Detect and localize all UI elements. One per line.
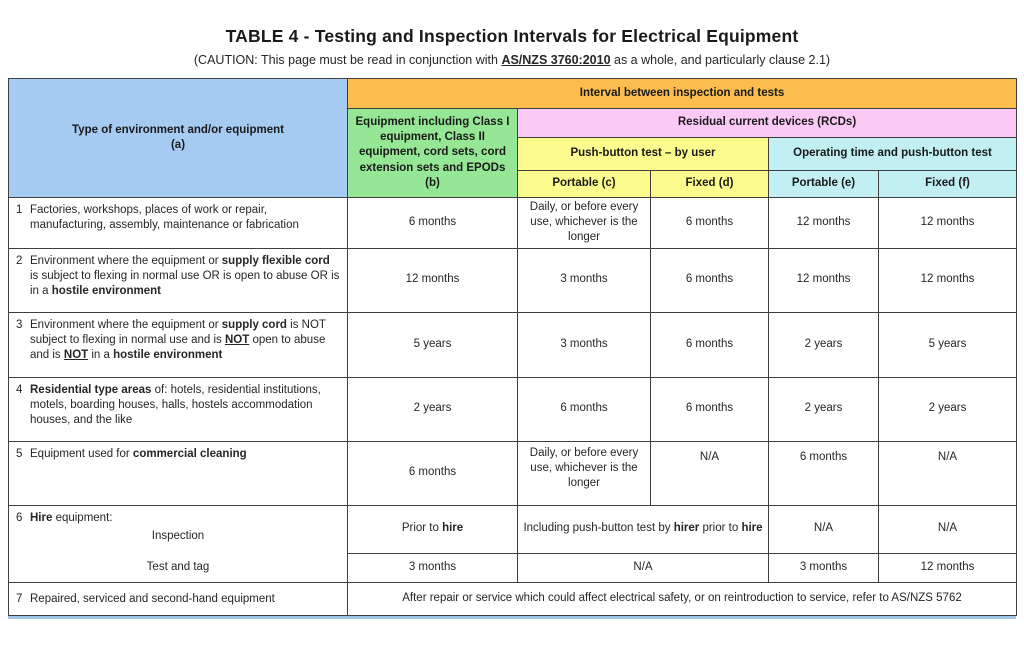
table-row-7: 7 Repaired, serviced and second-hand equi… bbox=[8, 581, 1017, 616]
header-equipment-class-cell: Equipment including Class I equipment, C… bbox=[347, 108, 518, 198]
header-portable-e-cell: Portable (e) bbox=[768, 170, 879, 198]
row3-cell-f: 5 years bbox=[878, 311, 1017, 378]
row6-environment-text: Hire equipment: bbox=[30, 511, 113, 524]
row1-environment-cell: 1 Factories, workshops, places of work or… bbox=[8, 197, 348, 249]
row6-inspection-label: Inspection bbox=[151, 529, 205, 542]
row6-inspection-cell-b: Prior to hire bbox=[347, 504, 518, 554]
row4-cell-c: 6 months bbox=[517, 376, 651, 442]
row1-cell-c: Daily, or before every use, whichever is… bbox=[517, 197, 651, 249]
row5-cell-b: 6 months bbox=[347, 440, 518, 506]
header-row-interval: Type of environment and/or equipment (a)… bbox=[8, 78, 1017, 198]
testing-intervals-table: Type of environment and/or equipment (a)… bbox=[8, 78, 1017, 616]
header-portable-c-cell: Portable (c) bbox=[517, 170, 651, 198]
row4-cell-b: 2 years bbox=[347, 376, 518, 442]
row6-testtag-cell-cd: N/A bbox=[517, 552, 769, 583]
header-environment-cell: Type of environment and/or equipment (a) bbox=[8, 78, 348, 198]
row6-testtag-cell-f: 12 months bbox=[878, 552, 1017, 583]
row2-environment-cell: 2 Environment where the equipment or supp… bbox=[8, 247, 348, 313]
caution-note: (CAUTION: This page must be read in conj… bbox=[193, 53, 831, 67]
row4-cell-d: 6 months bbox=[650, 376, 769, 442]
row3-environment-cell: 3 Environment where the equipment or supp… bbox=[8, 311, 348, 378]
row1-cell-e: 12 months bbox=[768, 197, 879, 249]
row7-environment-cell: 7 Repaired, serviced and second-hand equi… bbox=[8, 581, 348, 616]
header-rcd-cell: Residual current devices (RCDs) bbox=[517, 108, 1017, 138]
row2-number: 2 bbox=[16, 254, 23, 267]
row3-cell-c: 3 months bbox=[517, 311, 651, 378]
row1-environment-text: Factories, workshops, places of work or … bbox=[30, 204, 299, 232]
row3-cell-d: 6 months bbox=[650, 311, 769, 378]
table-row-2: 2 Environment where the equipment or supp… bbox=[8, 247, 1017, 313]
header-operating-time-cell: Operating time and push-button test bbox=[768, 137, 1017, 171]
row4-environment-cell: 4 Residential type areas of: hotels, resi… bbox=[8, 376, 348, 442]
table-row-3: 3 Environment where the equipment or supp… bbox=[8, 311, 1017, 378]
header-equipment-class-ref: (b) bbox=[425, 176, 440, 189]
row6-inspection-cell-e: N/A bbox=[768, 504, 879, 554]
row3-environment-text: Environment where the equipment or suppl… bbox=[30, 318, 326, 361]
row3-number: 3 bbox=[16, 318, 23, 331]
row6-inspection-cell-f: N/A bbox=[878, 504, 1017, 554]
row6-number: 6 bbox=[16, 511, 23, 524]
row5-cell-f: N/A bbox=[878, 440, 1017, 506]
row6-inspection-cell-cd: Including push-button test by hirer prio… bbox=[517, 504, 769, 554]
row7-note-cell: After repair or service which could affe… bbox=[347, 581, 1017, 616]
header-fixed-d-cell: Fixed (d) bbox=[650, 170, 769, 198]
row6-test-and-tag-label: Test and tag bbox=[146, 560, 210, 573]
row2-environment-text: Environment where the equipment or suppl… bbox=[30, 254, 340, 297]
row6-environment-cell: 6 Hire equipment: Inspection Test and tag bbox=[8, 504, 348, 583]
row5-cell-e: 6 months bbox=[768, 440, 879, 506]
row2-cell-b: 12 months bbox=[347, 247, 518, 313]
table-row-6-inspection: 6 Hire equipment: Inspection Test and tag… bbox=[8, 504, 1017, 583]
row4-environment-text: Residential type areas of: hotels, resid… bbox=[30, 383, 321, 426]
row2-cell-d: 6 months bbox=[650, 247, 769, 313]
row5-number: 5 bbox=[16, 447, 23, 460]
row1-number: 1 bbox=[16, 204, 23, 216]
table-row-1: 1 Factories, workshops, places of work or… bbox=[8, 197, 1017, 249]
header-environment-ref: (a) bbox=[170, 139, 186, 151]
row1-cell-f: 12 months bbox=[878, 197, 1017, 249]
row7-number: 7 bbox=[16, 592, 23, 605]
row6-testtag-cell-b: 3 months bbox=[347, 552, 518, 583]
header-row-rcd: Equipment including Class I equipment, C… bbox=[9, 108, 1017, 198]
table-bottom-rule bbox=[8, 615, 1016, 619]
row5-environment-cell: 5 Equipment used for commercial cleaning bbox=[8, 440, 348, 506]
row1-cell-b: 6 months bbox=[347, 197, 518, 249]
row4-number: 4 bbox=[16, 383, 23, 396]
table-row-4: 4 Residential type areas of: hotels, resi… bbox=[8, 376, 1017, 442]
row2-cell-c: 3 months bbox=[517, 247, 651, 313]
header-row-columns: Portable (c) Fixed (d) Portable (e) Fixe… bbox=[9, 170, 1017, 198]
header-fixed-f-cell: Fixed (f) bbox=[878, 170, 1017, 198]
row5-environment-text: Equipment used for commercial cleaning bbox=[30, 447, 247, 460]
table-row-6-test-and-tag: 3 months N/A 3 months 12 months bbox=[9, 552, 1017, 583]
header-equipment-class-label: Equipment including Class I equipment, C… bbox=[355, 116, 510, 174]
page-title: TABLE 4 - Testing and Inspection Interva… bbox=[225, 26, 799, 46]
row3-cell-e: 2 years bbox=[768, 311, 879, 378]
table-row-5: 5 Equipment used for commercial cleaning … bbox=[8, 440, 1017, 506]
row6-testtag-cell-e: 3 months bbox=[768, 552, 879, 583]
row4-cell-e: 2 years bbox=[768, 376, 879, 442]
row2-cell-e: 12 months bbox=[768, 247, 879, 313]
header-interval-cell: Interval between inspection and tests bbox=[347, 78, 1017, 109]
row2-cell-f: 12 months bbox=[878, 247, 1017, 313]
header-environment-label: Type of environment and/or equipment bbox=[72, 123, 284, 136]
row5-cell-c: Daily, or before every use, whichever is… bbox=[517, 440, 651, 506]
header-push-button-cell: Push-button test – by user bbox=[517, 137, 769, 171]
row3-cell-b: 5 years bbox=[347, 311, 518, 378]
row5-cell-d: N/A bbox=[650, 440, 769, 506]
header-row-test-type: Push-button test – by user Operating tim… bbox=[9, 137, 1017, 171]
row7-environment-text: Repaired, serviced and second-hand equip… bbox=[30, 592, 275, 605]
row1-cell-d: 6 months bbox=[650, 197, 769, 249]
row4-cell-f: 2 years bbox=[878, 376, 1017, 442]
